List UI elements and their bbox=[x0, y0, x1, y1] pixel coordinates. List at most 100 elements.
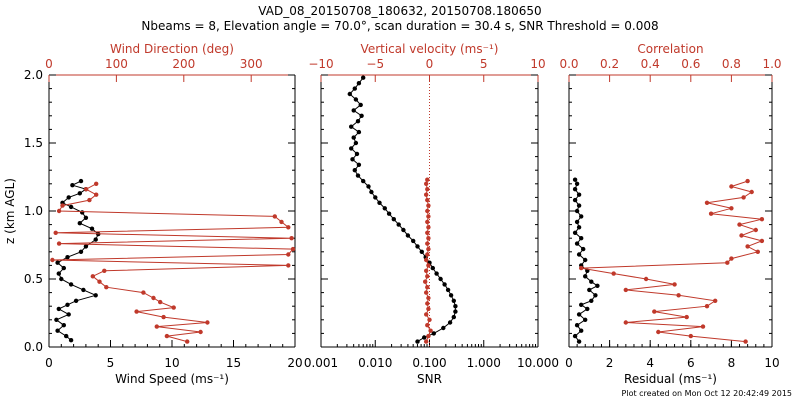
data-point bbox=[438, 276, 443, 282]
top-tick-label: 100 bbox=[105, 57, 128, 71]
data-point bbox=[290, 246, 296, 252]
data-point bbox=[428, 328, 433, 333]
data-point bbox=[576, 225, 582, 230]
data-point bbox=[164, 333, 170, 339]
data-point bbox=[411, 238, 416, 244]
data-point bbox=[579, 328, 584, 333]
x-tick-label: 4 bbox=[646, 356, 654, 370]
data-point bbox=[78, 178, 84, 184]
x-axis-label: SNR bbox=[417, 372, 442, 386]
data-point bbox=[426, 246, 431, 252]
data-point bbox=[77, 191, 83, 196]
data-point bbox=[713, 298, 718, 303]
x-tick-label: 10 bbox=[164, 356, 179, 370]
data-point bbox=[426, 214, 431, 219]
data-point bbox=[572, 230, 578, 235]
data-point bbox=[576, 192, 582, 197]
data-point bbox=[430, 265, 435, 271]
x-tick-label: 0 bbox=[565, 356, 573, 370]
data-point bbox=[382, 206, 387, 211]
data-point bbox=[358, 102, 363, 108]
data-point bbox=[759, 238, 765, 244]
data-point bbox=[434, 271, 439, 276]
data-point bbox=[579, 214, 584, 219]
data-point bbox=[401, 227, 406, 233]
data-point bbox=[427, 317, 432, 322]
data-point bbox=[424, 181, 429, 186]
top-tick-label: 200 bbox=[172, 57, 195, 71]
data-point bbox=[350, 157, 355, 162]
data-point bbox=[574, 323, 580, 328]
series-line-left-top bbox=[52, 183, 295, 343]
data-point bbox=[589, 279, 594, 284]
data-point bbox=[361, 178, 366, 184]
data-point bbox=[425, 285, 430, 290]
data-point bbox=[739, 233, 744, 238]
x-tick-label: 2 bbox=[606, 356, 614, 370]
data-point bbox=[352, 86, 357, 91]
data-point bbox=[66, 195, 71, 200]
top-tick-label: −10 bbox=[308, 57, 333, 71]
data-point bbox=[356, 162, 362, 167]
data-point bbox=[89, 226, 95, 231]
data-point bbox=[354, 151, 360, 157]
data-point bbox=[419, 249, 424, 254]
data-point bbox=[453, 309, 458, 314]
top-tick-label: 300 bbox=[240, 57, 263, 71]
data-point bbox=[749, 189, 754, 195]
series-line-right-top bbox=[581, 180, 764, 343]
y-tick-label: 0.0 bbox=[24, 340, 43, 354]
data-point bbox=[425, 230, 430, 235]
data-point bbox=[154, 324, 159, 329]
data-point bbox=[579, 236, 584, 241]
data-point bbox=[425, 219, 430, 225]
data-point bbox=[386, 211, 392, 216]
data-point bbox=[611, 271, 616, 276]
data-point bbox=[425, 187, 430, 192]
data-point bbox=[185, 339, 190, 344]
x-tick-label: 0.001 bbox=[304, 356, 338, 370]
data-point bbox=[579, 265, 584, 271]
data-point bbox=[576, 312, 582, 317]
data-point bbox=[81, 287, 86, 293]
footer-timestamp: Plot created on Mon Oct 12 20:42:49 2015 bbox=[622, 389, 792, 398]
data-point bbox=[68, 204, 74, 210]
data-point bbox=[652, 309, 657, 314]
data-point bbox=[83, 187, 89, 192]
top-tick-label: 5 bbox=[480, 57, 488, 71]
x-tick-label: 10.000 bbox=[517, 356, 559, 370]
y-tick-label: 1.0 bbox=[24, 204, 43, 218]
data-point bbox=[424, 290, 429, 295]
data-point bbox=[453, 304, 458, 309]
data-point bbox=[65, 302, 70, 307]
data-point bbox=[373, 195, 378, 200]
data-point bbox=[352, 168, 357, 173]
data-point bbox=[377, 200, 382, 205]
x-tick-label: 0.100 bbox=[412, 356, 446, 370]
data-point bbox=[676, 293, 681, 298]
data-point bbox=[425, 274, 430, 279]
data-point bbox=[579, 302, 584, 307]
x-tick-label: 5 bbox=[107, 356, 115, 370]
data-point bbox=[56, 241, 62, 246]
data-point bbox=[391, 217, 396, 222]
top-tick-label: 0.0 bbox=[559, 57, 578, 71]
data-point bbox=[70, 183, 75, 188]
data-point bbox=[349, 124, 354, 129]
data-point bbox=[425, 323, 430, 328]
data-point bbox=[737, 222, 742, 227]
data-point bbox=[581, 246, 586, 252]
top-tick-label: −5 bbox=[366, 57, 384, 71]
data-point bbox=[431, 331, 436, 336]
data-point bbox=[94, 181, 99, 186]
data-point bbox=[725, 260, 730, 265]
data-point bbox=[59, 276, 64, 282]
top-tick-label: 10 bbox=[530, 57, 545, 71]
data-point bbox=[451, 298, 456, 303]
data-point bbox=[415, 339, 420, 344]
top-axis-label: Correlation bbox=[637, 42, 703, 56]
data-point bbox=[396, 222, 401, 227]
data-point bbox=[366, 184, 371, 189]
data-point bbox=[425, 197, 430, 203]
